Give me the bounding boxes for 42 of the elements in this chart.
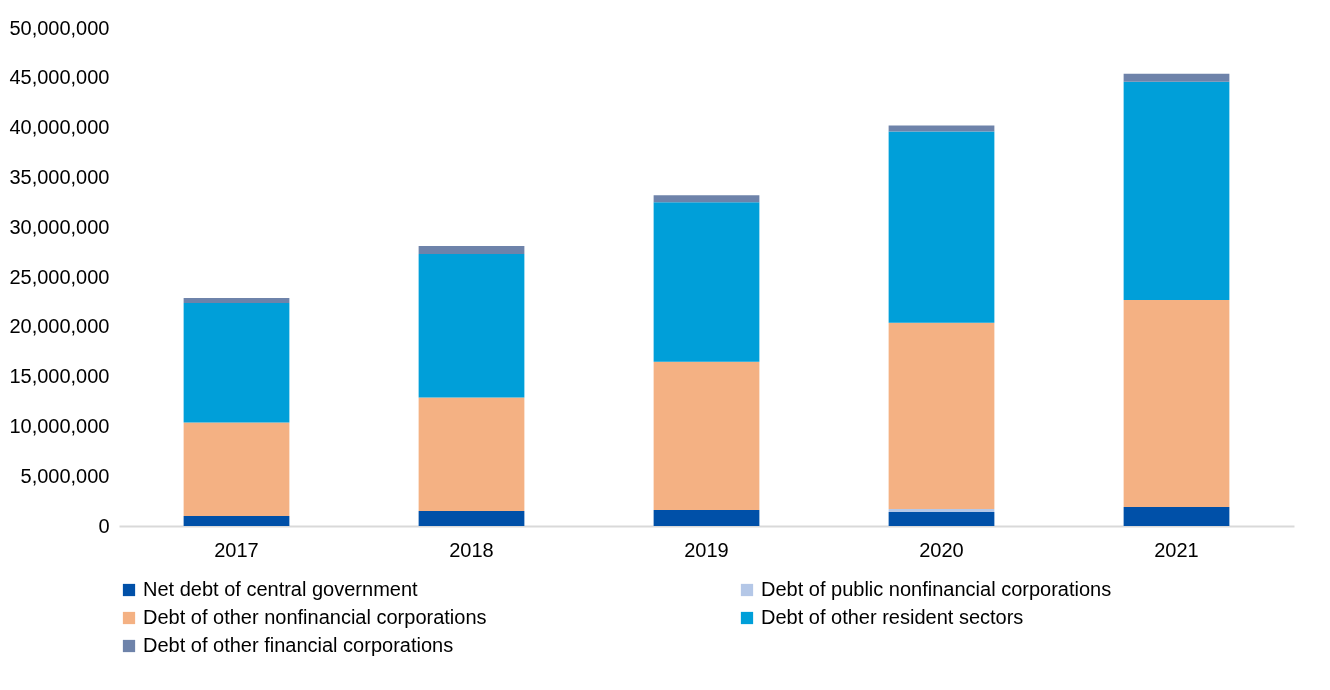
y-tick-label: 20,000,000 <box>9 315 110 338</box>
bar <box>888 125 995 132</box>
bar <box>1123 507 1230 526</box>
x-tick-label: 2017 <box>214 538 259 561</box>
bar <box>1123 73 1230 82</box>
bar <box>888 512 995 526</box>
bar <box>418 254 525 398</box>
x-tick-label: 2021 <box>1154 538 1199 561</box>
bar <box>653 361 760 511</box>
bar <box>888 509 995 513</box>
legend-label: Debt of public nonfinancial corporations <box>761 578 1112 600</box>
legend-label: Net debt of central government <box>143 578 419 600</box>
legend-label: Debt of other financial corporations <box>143 634 454 656</box>
x-tick-label: 2020 <box>919 538 964 561</box>
y-tick-label: 40,000,000 <box>9 116 110 139</box>
bar <box>888 322 995 510</box>
bar <box>653 195 760 203</box>
legend-label: Debt of other resident sectors <box>761 606 1024 628</box>
x-tick-label: 2019 <box>684 538 729 561</box>
y-tick-label: 15,000,000 <box>9 365 110 388</box>
bar <box>418 511 525 526</box>
bar <box>183 302 290 423</box>
bar <box>653 202 760 362</box>
bar <box>653 510 760 526</box>
bar <box>183 297 290 303</box>
bar <box>183 516 290 526</box>
y-tick-label: 35,000,000 <box>9 165 110 188</box>
y-tick-label: 10,000,000 <box>9 414 110 437</box>
x-tick-label: 2018 <box>449 538 494 561</box>
y-tick-label: 5,000,000 <box>20 464 110 487</box>
y-tick-label: 45,000,000 <box>9 66 110 89</box>
bar <box>888 131 995 323</box>
legend-label: Debt of other nonfinancial corporations <box>143 606 487 628</box>
bar <box>418 397 525 512</box>
y-tick-label: 50,000,000 <box>9 16 110 39</box>
bar <box>183 422 290 517</box>
bar <box>418 246 525 255</box>
y-tick-label: 30,000,000 <box>9 215 110 238</box>
bar <box>1123 299 1230 508</box>
bar <box>1123 81 1230 300</box>
y-tick-label: 25,000,000 <box>9 265 110 288</box>
y-tick-label: 0 <box>98 514 110 537</box>
